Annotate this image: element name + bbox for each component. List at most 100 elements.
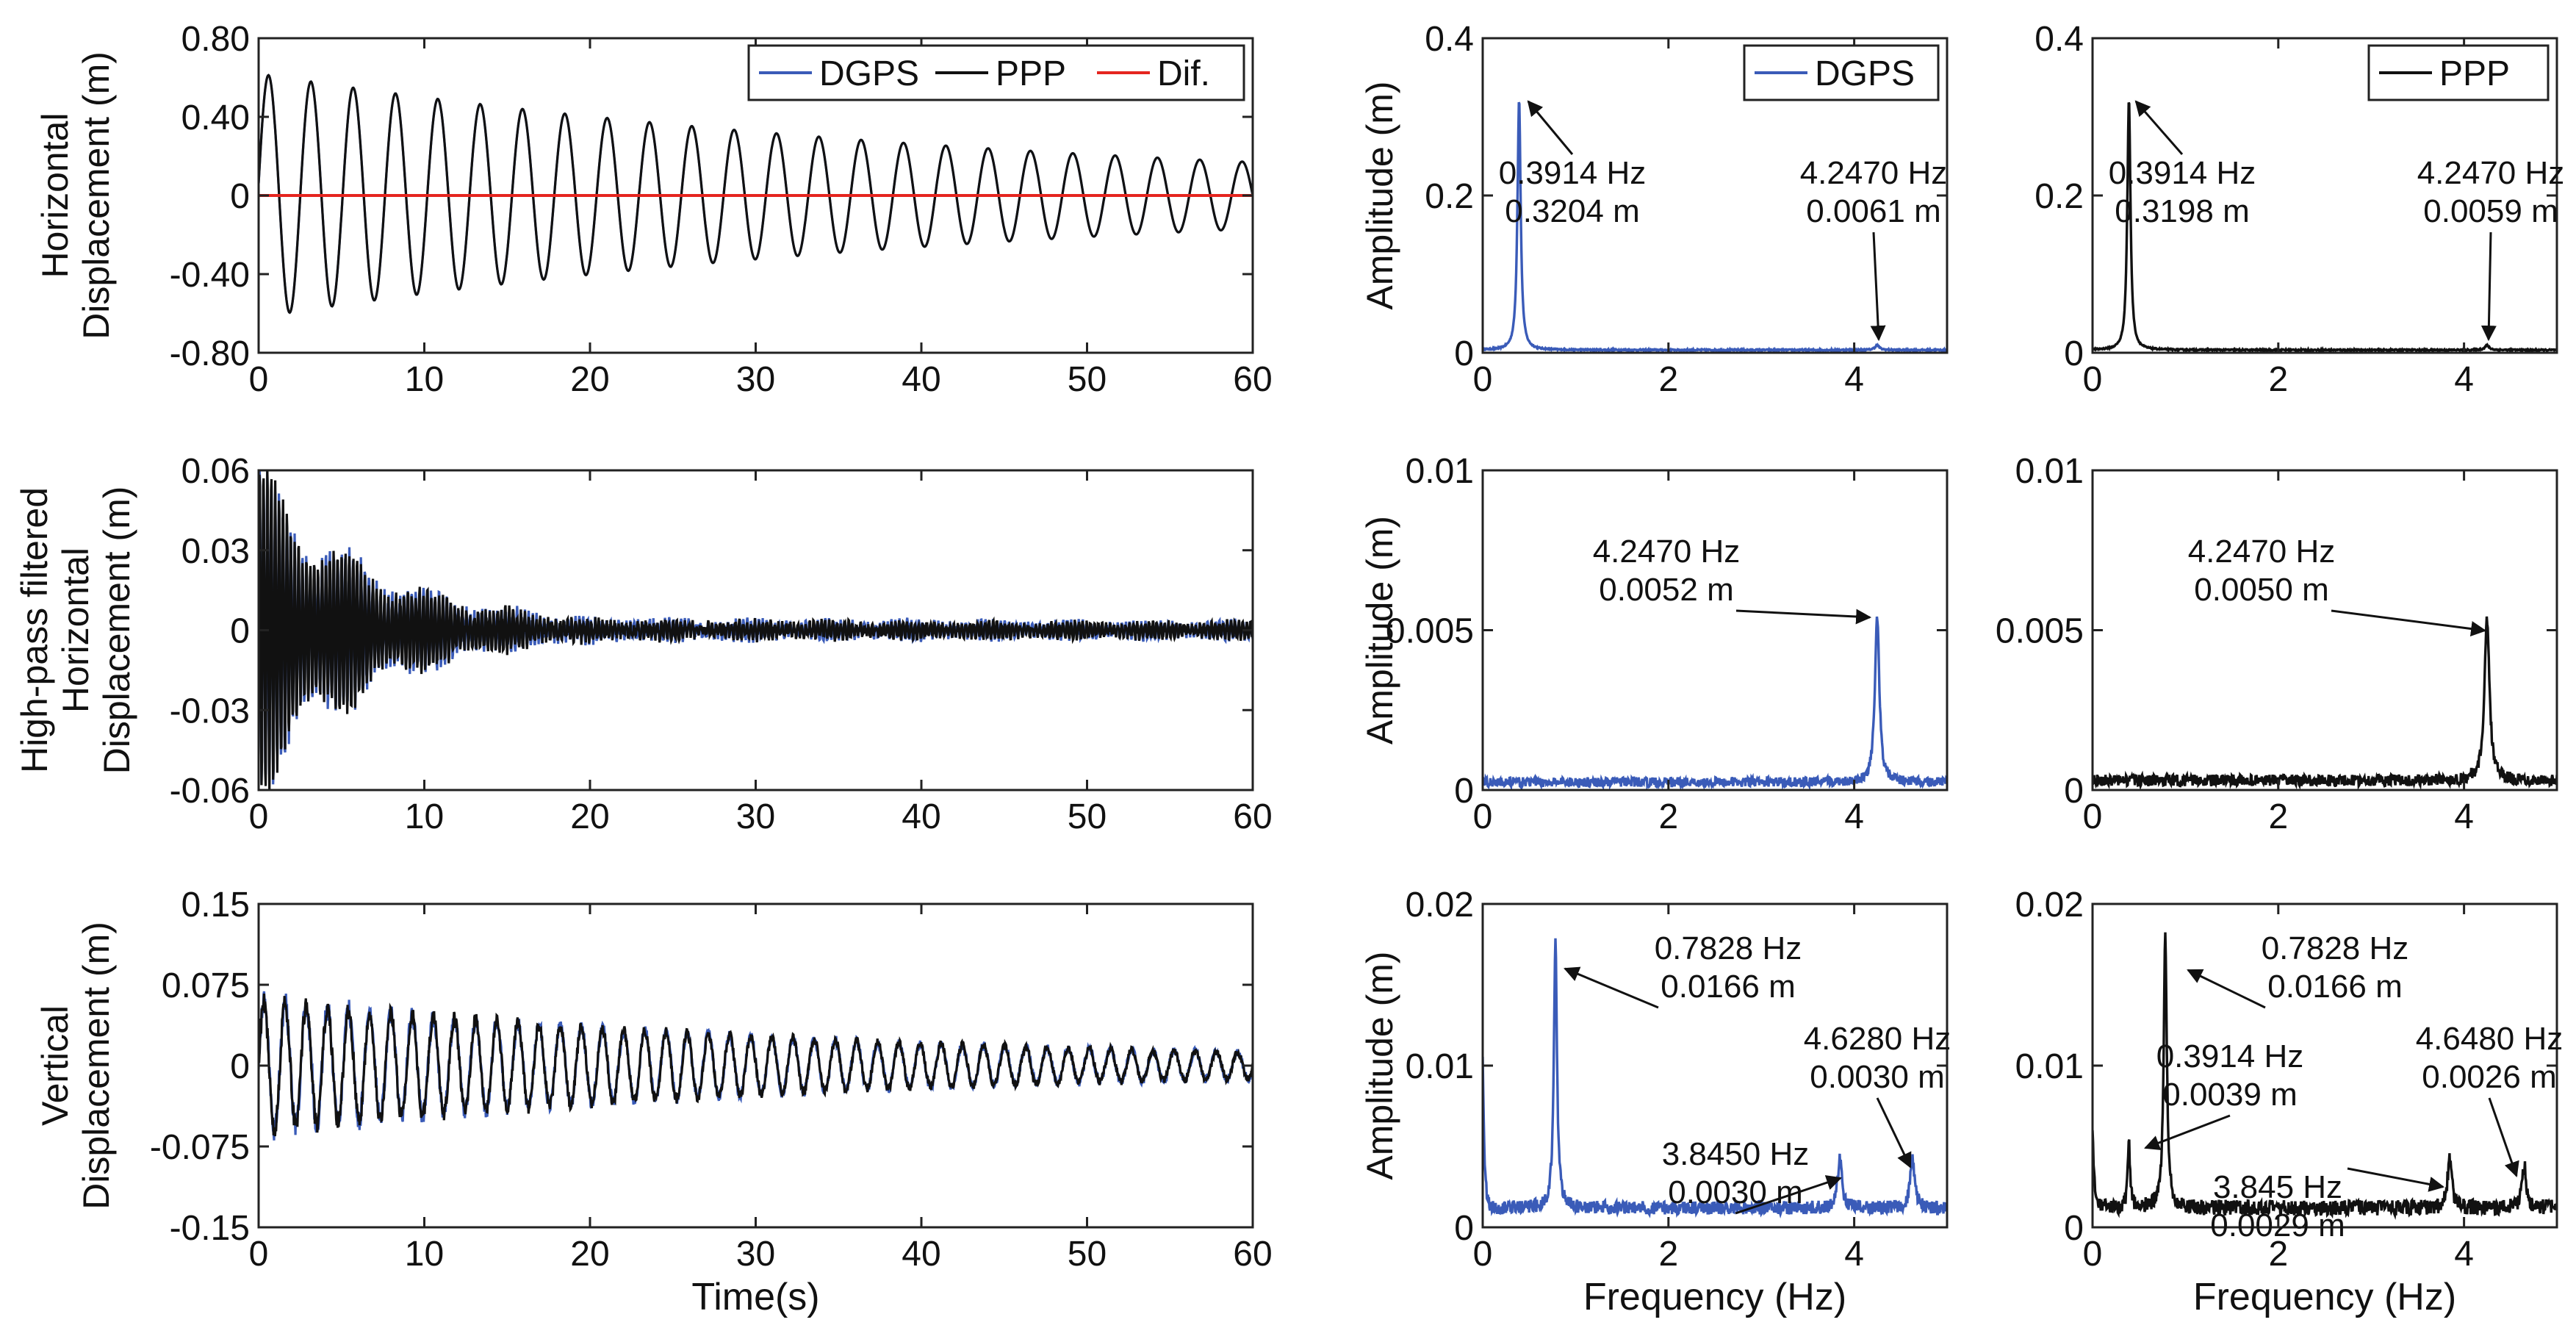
x-tick-label: 4 bbox=[1844, 797, 1864, 836]
y-tick-label: 0 bbox=[2064, 772, 2084, 811]
x-tick-label: 40 bbox=[902, 360, 940, 399]
x-tick-label: 20 bbox=[570, 797, 609, 836]
y-tick-label: 0.01 bbox=[2015, 1047, 2084, 1086]
spectrum-line bbox=[2093, 101, 2557, 353]
y-tick-label: 0.005 bbox=[1996, 612, 2084, 651]
peak-annotation: 4.6280 Hz0.0030 m bbox=[1804, 1021, 1951, 1169]
annotation-arrow bbox=[1527, 100, 1574, 155]
chart-h-dgps-fft: 0 2 4 0 0.2 0.4 Amplitude (m) DGPS 0.3914 Hz0.32… bbox=[1359, 20, 1949, 399]
x-tick-label: 50 bbox=[1068, 360, 1107, 399]
y-tick-label: 0.2 bbox=[2034, 177, 2084, 216]
x-tick-label: 4 bbox=[2454, 360, 2474, 399]
x-tick-label: 0 bbox=[249, 360, 269, 399]
x-tick-label: 30 bbox=[736, 797, 775, 836]
x-tick-label: 4 bbox=[2454, 797, 2474, 836]
chart-v-ppp-fft: 0 2 4 0 0.01 0.02 Frequency (Hz) 0.7828 Hz0.016… bbox=[2015, 886, 2564, 1318]
x-tick-label: 0 bbox=[1473, 1235, 1493, 1274]
y-tick-label: -0.06 bbox=[170, 772, 250, 811]
plot-area bbox=[2093, 101, 2557, 353]
x-tick-label: 30 bbox=[736, 1235, 775, 1274]
annotation-text: 0.3198 m bbox=[2115, 193, 2249, 229]
chart-h-time: 0 10 20 30 40 50 60 -0.80 -0.40 0 0.40 0.80 Horizont… bbox=[35, 20, 1273, 399]
series-line-ppp bbox=[259, 73, 1253, 315]
plot-area bbox=[1483, 101, 1947, 353]
y-axis-label: Horizontal bbox=[55, 548, 96, 713]
y-tick-label: 0.03 bbox=[181, 532, 250, 571]
x-tick-label: 2 bbox=[2268, 360, 2288, 399]
chart-v-dgps-fft: 0 2 4 0 0.01 0.02 Frequency (Hz) Amplitude (m) 0… bbox=[1359, 886, 1951, 1318]
annotation-arrow bbox=[1876, 1097, 1912, 1169]
annotation-text: 4.2470 Hz bbox=[2188, 534, 2336, 570]
series-line-ppp bbox=[259, 993, 1253, 1137]
y-tick-label: 0 bbox=[1454, 1209, 1474, 1248]
annotation-arrow bbox=[2144, 1114, 2231, 1151]
y-tick-label: 0.075 bbox=[162, 966, 250, 1005]
peak-annotation: 4.2470 Hz0.0061 m bbox=[1800, 155, 1947, 342]
peak-annotation: 4.2470 Hz0.0059 m bbox=[2417, 155, 2564, 342]
y-tick-label: 0 bbox=[230, 177, 250, 216]
legend-label: DGPS bbox=[819, 54, 919, 93]
plot-area bbox=[1483, 616, 1947, 790]
peak-annotation: 0.3914 Hz0.3204 m bbox=[1499, 100, 1646, 229]
y-tick-label: 0 bbox=[2064, 1209, 2084, 1248]
spectrum-line bbox=[1483, 616, 1947, 790]
peak-annotation: 0.7828 Hz0.0166 m bbox=[2187, 930, 2409, 1009]
x-tick-label: 0 bbox=[2083, 1235, 2103, 1274]
spectrum-line bbox=[1483, 938, 1947, 1219]
annotation-text: 0.3204 m bbox=[1505, 193, 1639, 229]
annotation-text: 0.7828 Hz bbox=[2262, 930, 2409, 966]
x-tick-label: 4 bbox=[2454, 1235, 2474, 1274]
y-tick-label: -0.03 bbox=[170, 692, 250, 730]
chart-hp-time: 0 10 20 30 40 50 60 -0.06 -0.03 0 0.03 0.06 High-pas… bbox=[14, 452, 1273, 836]
peak-annotation: 0.7828 Hz0.0166 m bbox=[1564, 930, 1802, 1009]
annotation-arrow bbox=[1735, 609, 1872, 625]
peak-annotation: 0.3914 Hz0.3198 m bbox=[2109, 100, 2256, 229]
y-tick-label: 0.80 bbox=[181, 20, 250, 59]
legend: DGPS PPP Dif. bbox=[747, 44, 1245, 101]
y-axis-label: Horizontal bbox=[35, 112, 76, 278]
x-tick-label: 4 bbox=[1844, 360, 1864, 399]
annotation-arrow bbox=[1870, 231, 1886, 342]
annotation-text: 0.0050 m bbox=[2194, 572, 2328, 608]
peak-annotation: 4.2470 Hz0.0052 m bbox=[1593, 534, 1872, 625]
annotation-text: 0.0052 m bbox=[1599, 572, 1733, 608]
annotation-text: 0.0029 m bbox=[2210, 1207, 2345, 1243]
legend-label: Dif. bbox=[1157, 54, 1210, 93]
x-tick-label: 10 bbox=[405, 360, 444, 399]
y-axis-label: Amplitude (m) bbox=[1359, 951, 1400, 1180]
annotation-text: 4.2470 Hz bbox=[1593, 534, 1741, 570]
y-tick-label: -0.15 bbox=[170, 1209, 250, 1248]
x-tick-label: 2 bbox=[1658, 1235, 1678, 1274]
y-tick-label: 0.01 bbox=[1406, 452, 1474, 491]
y-axis-label: Amplitude (m) bbox=[1359, 516, 1400, 744]
y-axis-label: Displacement (m) bbox=[76, 51, 117, 340]
chart-grid: 0 10 20 30 40 50 60-0.80-0.4000.400.80Horizont… bbox=[14, 20, 2564, 1318]
annotation-text: 0.0030 m bbox=[1668, 1174, 1802, 1210]
x-tick-label: 0 bbox=[249, 797, 269, 836]
spectrum-line bbox=[2093, 932, 2557, 1221]
x-tick-label: 60 bbox=[1233, 1235, 1272, 1274]
annotation-arrow bbox=[1735, 1175, 1842, 1215]
x-tick-label: 0 bbox=[249, 1235, 269, 1274]
x-axis-label: Time(s) bbox=[691, 1276, 819, 1318]
y-tick-label: 0.01 bbox=[1406, 1047, 1474, 1086]
annotation-text: 0.0166 m bbox=[2267, 969, 2402, 1005]
x-tick-label: 0 bbox=[2083, 797, 2103, 836]
x-tick-label: 50 bbox=[1068, 797, 1107, 836]
annotation-text: 0.0059 m bbox=[2423, 193, 2558, 229]
y-tick-label: 0.4 bbox=[2034, 20, 2084, 59]
peak-annotation: 4.2470 Hz0.0050 m bbox=[2188, 534, 2487, 636]
legend-label: PPP bbox=[996, 54, 1066, 93]
x-tick-label: 10 bbox=[405, 1235, 444, 1274]
peak-annotation: 0.3914 Hz0.0039 m bbox=[2144, 1038, 2303, 1151]
y-tick-label: 0.40 bbox=[181, 98, 250, 137]
x-tick-label: 2 bbox=[1658, 360, 1678, 399]
annotation-text: 3.8450 Hz bbox=[1662, 1136, 1810, 1172]
annotation-text: 0.0030 m bbox=[1810, 1059, 1944, 1095]
plot-area bbox=[259, 470, 1253, 790]
x-tick-label: 0 bbox=[2083, 360, 2103, 399]
plot-area bbox=[259, 73, 1253, 315]
annotation-arrow bbox=[2488, 1097, 2519, 1177]
